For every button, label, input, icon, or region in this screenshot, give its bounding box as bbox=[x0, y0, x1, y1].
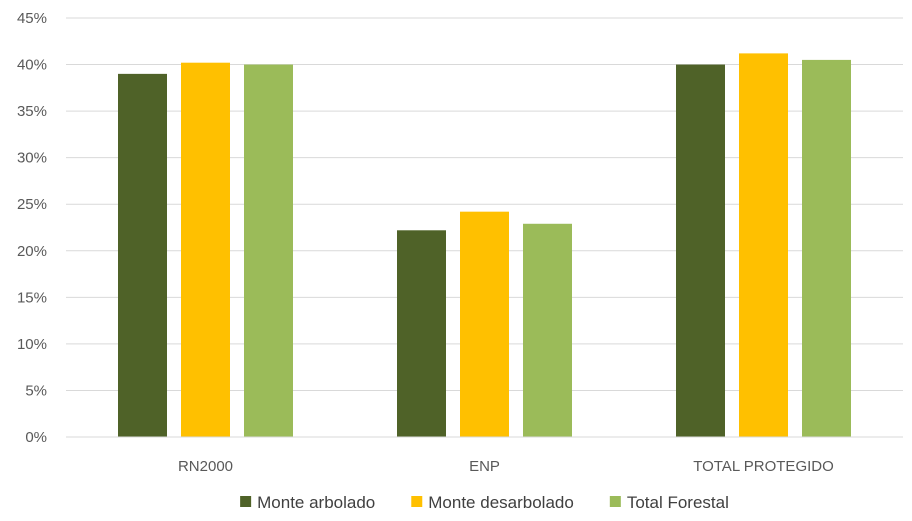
y-tick-label: 40% bbox=[17, 57, 47, 74]
bar-2-1 bbox=[739, 53, 788, 437]
legend-item: Monte desarbolado bbox=[411, 493, 574, 512]
y-axis-ticks: 0% 5% 10% 15% 20% 25% 30% 35% 40% 45% bbox=[17, 10, 47, 446]
y-tick-label: 25% bbox=[17, 196, 47, 213]
x-tick-label: ENP bbox=[469, 458, 500, 475]
y-tick-label: 10% bbox=[17, 336, 47, 353]
bars bbox=[118, 53, 851, 438]
legend-swatch bbox=[609, 496, 621, 507]
y-tick-label: 20% bbox=[17, 243, 47, 260]
bar-2-0 bbox=[676, 64, 725, 438]
bar-1-0 bbox=[397, 230, 446, 437]
x-tick-label: TOTAL PROTEGIDO bbox=[693, 458, 834, 475]
y-tick-label: 30% bbox=[17, 150, 47, 167]
legend-label: Monte desarbolado bbox=[428, 493, 574, 512]
legend-swatch bbox=[240, 496, 252, 507]
bar-0-0 bbox=[118, 73, 167, 437]
x-axis-ticks: RN2000 ENP TOTAL PROTEGIDO bbox=[178, 458, 834, 475]
y-tick-label: 5% bbox=[25, 382, 47, 399]
y-tick-label: 45% bbox=[17, 10, 47, 27]
x-tick-label: RN2000 bbox=[178, 458, 233, 475]
bar-0-1 bbox=[181, 62, 230, 438]
legend-label: Total Forestal bbox=[627, 493, 729, 512]
y-tick-label: 35% bbox=[17, 103, 47, 120]
legend: Monte arbolado Monte desarbolado Total For… bbox=[240, 493, 729, 512]
legend-item: Total Forestal bbox=[609, 493, 729, 512]
legend-item: Monte arbolado bbox=[240, 493, 375, 512]
y-tick-label: 0% bbox=[25, 429, 47, 446]
y-tick-label: 15% bbox=[17, 289, 47, 306]
bar-1-1 bbox=[460, 211, 509, 437]
legend-swatch bbox=[411, 496, 423, 507]
bar-0-2 bbox=[244, 64, 293, 438]
bar-2-2 bbox=[802, 59, 851, 438]
legend-label: Monte arbolado bbox=[257, 493, 375, 512]
bar-1-2 bbox=[523, 223, 572, 437]
